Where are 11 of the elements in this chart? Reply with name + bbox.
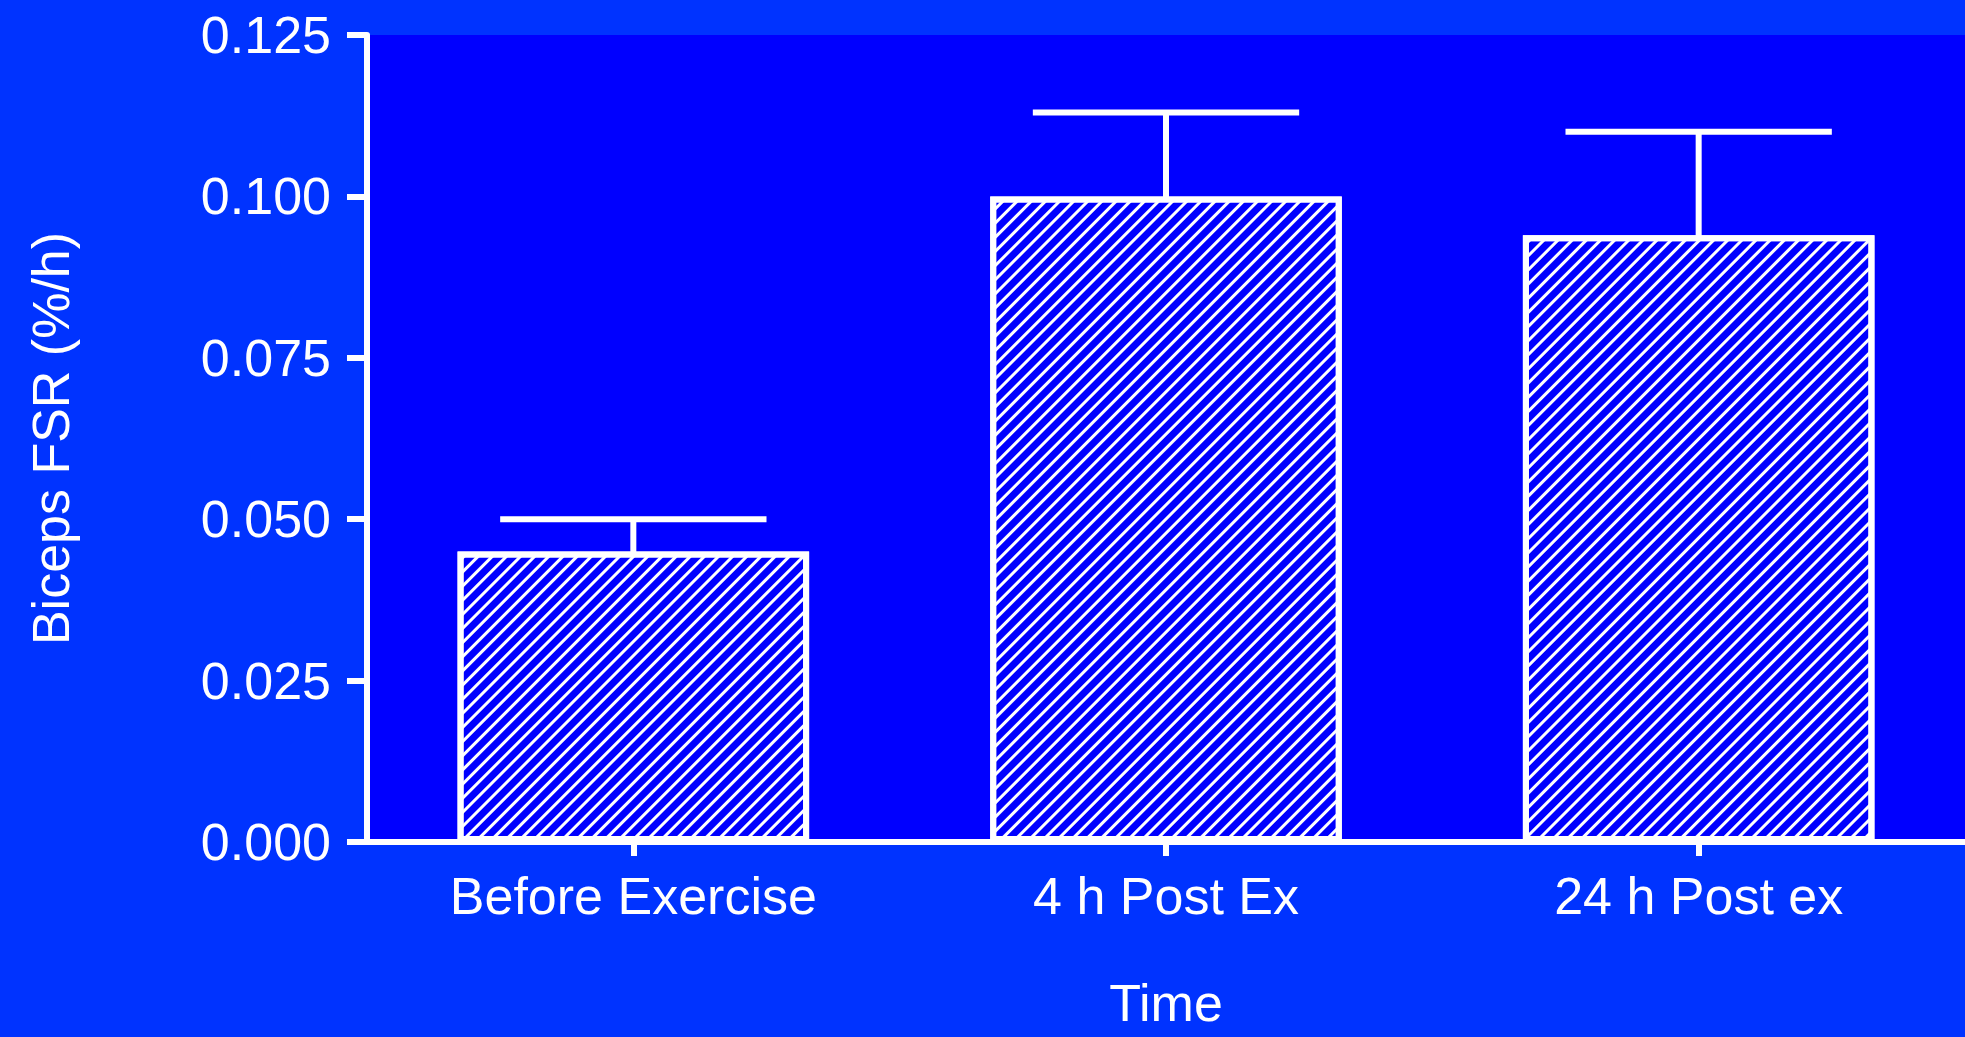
x-tick-label: 4 h Post Ex	[1033, 867, 1299, 925]
y-axis-title: Biceps FSR (%/h)	[22, 231, 80, 646]
y-tick-label: 0.075	[200, 328, 331, 387]
x-tick-label: Before Exercise	[449, 867, 817, 925]
y-tick-label: 0.100	[200, 167, 331, 226]
x-tick-label: 24 h Post ex	[1554, 867, 1844, 925]
y-tick-label: 0.125	[200, 6, 331, 64]
x-axis-title: Time	[1109, 974, 1223, 1032]
y-tick-label: 0.050	[200, 490, 331, 549]
y-tick-label: 0.025	[200, 651, 331, 710]
y-tick-label: 0.000	[200, 813, 331, 871]
